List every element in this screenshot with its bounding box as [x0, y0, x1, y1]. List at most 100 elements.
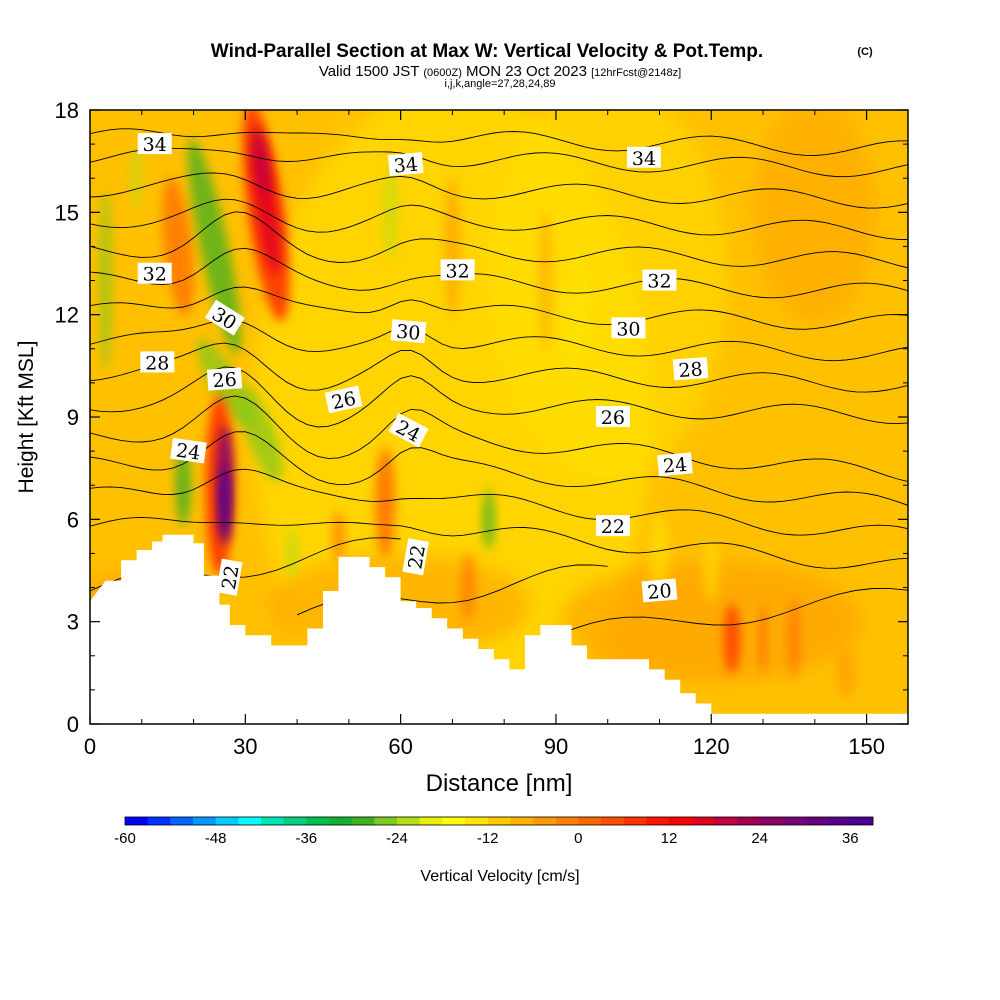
colorbar-swatch [238, 817, 262, 825]
theta-label-box [390, 319, 427, 344]
velocity-cell [568, 254, 585, 375]
valid-utc: (0600Z) [423, 67, 462, 79]
y-tick-label: 0 [67, 712, 79, 737]
colorbar-swatch [215, 817, 239, 825]
theta-label: 22 [402, 538, 430, 576]
velocity-cell [482, 489, 495, 550]
colorbar-swatch [555, 817, 579, 825]
theta-contour-line [90, 516, 908, 569]
x-tick-label: 150 [848, 734, 885, 759]
velocity-cell [561, 561, 862, 682]
theta-label-box [440, 259, 475, 281]
velocity-cell [251, 126, 271, 196]
grid-indices: i,j,k,angle=27,28,24,89 [444, 78, 555, 90]
theta-label-text: 24 [662, 454, 688, 478]
colorbar-tick-label: -12 [477, 830, 499, 847]
chart-title: Wind-Parallel Section at Max W: Vertical… [211, 41, 763, 62]
colorbar-swatch [669, 817, 692, 825]
colorbar-swatch [805, 817, 828, 825]
theta-contours [90, 128, 908, 636]
theta-contour-line [90, 147, 908, 178]
colorbar-swatch [419, 817, 443, 825]
theta-label: 24 [657, 452, 693, 478]
theta-label-text: 28 [678, 358, 704, 382]
theta-label: 26 [324, 385, 363, 415]
colorbar-swatch [533, 817, 556, 825]
colorbar-swatch [125, 817, 148, 825]
y-axis-label: Height [Kft MSL] [15, 341, 38, 494]
theta-contour-line [90, 247, 908, 299]
colorbar-swatch [601, 817, 624, 825]
theta-label-text: 32 [143, 264, 167, 286]
x-tick-label: 90 [544, 734, 568, 759]
theta-contour-line [90, 172, 908, 209]
theta-label: 28 [140, 351, 175, 374]
theta-contour-line [90, 286, 908, 330]
colorbar-tick-label: 0 [574, 830, 582, 847]
colorbar-swatch [646, 817, 670, 825]
x-tick-label: 30 [233, 734, 257, 759]
velocity-cell [285, 528, 298, 579]
theta-label: 22 [215, 558, 244, 596]
colorbar-swatch [737, 817, 760, 825]
theta-contour-line [90, 395, 908, 483]
velocity-cell [219, 467, 230, 538]
x-axis-label: Distance [nm] [426, 770, 573, 797]
colorbar-label: Vertical Velocity [cm/s] [420, 868, 579, 885]
theta-label-box [137, 262, 172, 284]
colorbar-swatch [691, 817, 715, 825]
theta-label-box [387, 152, 424, 177]
theta-label-text: 34 [143, 134, 167, 156]
velocity-cell [444, 176, 461, 317]
x-tick-label: 0 [84, 734, 96, 759]
theta-label-text: 32 [647, 271, 671, 293]
colorbar-swatch [442, 817, 466, 825]
theta-label: 30 [611, 317, 646, 340]
theta-label: 26 [206, 367, 243, 392]
colorbar-swatch [351, 817, 375, 825]
velocity-cell [788, 598, 801, 679]
colorbar-swatch [374, 817, 398, 825]
y-tick-label: 18 [55, 98, 79, 123]
x-tick-label: 60 [388, 734, 412, 759]
colorbar-swatch [261, 817, 284, 825]
velocity-cell [723, 603, 740, 674]
theta-label-text: 30 [616, 318, 640, 340]
colorbar-tick-label: -24 [386, 830, 408, 847]
theta-label-box [206, 367, 243, 391]
colorbar-tick-label: -48 [205, 830, 227, 847]
theta-contour-line [90, 342, 908, 393]
theta-label-box [672, 357, 709, 381]
theta-label-text: 20 [647, 580, 673, 604]
theta-contour-line [90, 211, 908, 269]
theta-label-box [388, 412, 429, 448]
theta-label-text: 30 [395, 321, 421, 345]
theta-label-box [611, 317, 646, 339]
forecast-note: [12hrFcst@2148z] [591, 67, 681, 79]
theta-label: 28 [672, 357, 709, 382]
valid-date: MON 23 Oct 2023 [466, 63, 587, 80]
velocity-cell [759, 603, 768, 674]
theta-label-text: 34 [393, 154, 419, 178]
theta-contour-line [555, 588, 908, 636]
theta-label-box [204, 299, 245, 336]
velocity-cell [375, 447, 396, 558]
colorbar-swatch [827, 817, 851, 825]
colorbar-tick-label: 12 [661, 830, 678, 847]
y-tick-label: 6 [67, 507, 79, 532]
theta-label-text: 28 [145, 352, 169, 374]
theta-label-box [140, 351, 175, 373]
theta-label-text: 22 [404, 543, 430, 571]
terrain-mask [90, 534, 908, 724]
colorbar-swatch [850, 817, 874, 825]
theta-label: 26 [595, 406, 630, 429]
colorbar-swatch [329, 817, 352, 825]
colorbar: -60 -48 -36 -24 -12 0 12 24 36 [114, 816, 874, 847]
colorbar-swatch [306, 817, 330, 825]
theta-label-text: 26 [330, 388, 358, 415]
theta-label-box [215, 558, 243, 596]
theta-label-text: 22 [218, 564, 244, 592]
colorbar-swatch [193, 817, 216, 825]
